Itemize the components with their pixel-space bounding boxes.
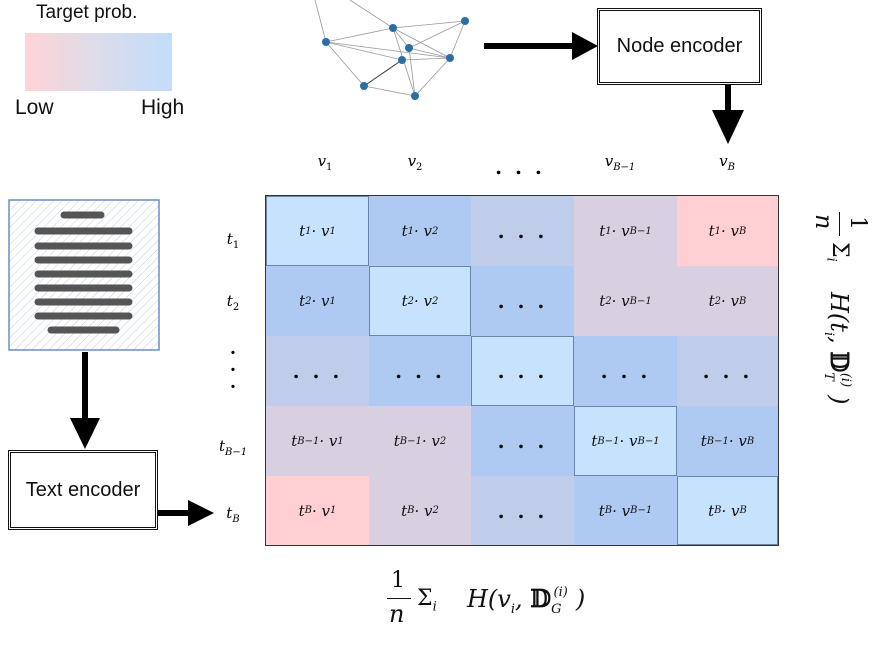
matrix-cell-r5-c3: . . . bbox=[471, 476, 574, 545]
text-encoder-box: Text encoder bbox=[8, 450, 158, 530]
matrix-cell-r4-c4: t B−1 · v B−1 bbox=[574, 406, 677, 476]
node-encoder-down-arrowhead bbox=[712, 110, 744, 144]
matrix-cell-r3-c2: . . . bbox=[369, 336, 471, 406]
column-label-vB: vB bbox=[719, 152, 735, 173]
matrix-cell-r3-c3: . . . bbox=[471, 336, 574, 406]
legend-high-label: High bbox=[141, 96, 185, 119]
matrix-cell-r3-c5: . . . bbox=[677, 336, 778, 406]
graph-to-node-arrowhead bbox=[572, 32, 598, 60]
matrix-cell-r4-c3: . . . bbox=[471, 406, 574, 476]
matrix-cell-r3-c4: . . . bbox=[574, 336, 677, 406]
node-encoder-label: Node encoder bbox=[616, 35, 743, 57]
matrix-cell-r1-c3: . . . bbox=[471, 196, 574, 266]
legend-low-label: Low bbox=[15, 96, 54, 119]
row-label-tB-1: tB−1 bbox=[218, 437, 248, 458]
column-label-v2: v2 bbox=[407, 152, 423, 173]
doc-to-text-arrowhead bbox=[70, 418, 100, 449]
bottom-loss-formula: 1 n Σi H(vi, 𝔻G(i)) bbox=[387, 568, 586, 628]
legend-gradient-bar bbox=[25, 33, 172, 91]
document-icon bbox=[8, 199, 160, 351]
row-label-t2: t2 bbox=[226, 292, 240, 313]
legend-title: Target prob. bbox=[36, 2, 138, 23]
matrix-cell-r2-c3: . . . bbox=[471, 266, 574, 336]
column-label-ellipsis: . . . bbox=[495, 155, 545, 179]
right-loss-formula: 1 n Σi H(ti, 𝔻T (i)) bbox=[810, 212, 870, 405]
matrix-cell-r3-c1: . . . bbox=[266, 336, 369, 406]
column-label-v1: v1 bbox=[317, 152, 333, 173]
text-encoder-label: Text encoder bbox=[25, 478, 141, 501]
column-label-vB-1: vB−1 bbox=[604, 152, 636, 173]
row-label-tB: tB bbox=[226, 504, 240, 525]
graph-icon bbox=[314, 0, 469, 100]
node-encoder-box: Node encoder bbox=[597, 8, 762, 85]
row-label-ellipsis: · · · bbox=[229, 342, 237, 398]
row-label-t1: t1 bbox=[226, 230, 240, 251]
text-encoder-right-arrowhead bbox=[188, 500, 214, 526]
